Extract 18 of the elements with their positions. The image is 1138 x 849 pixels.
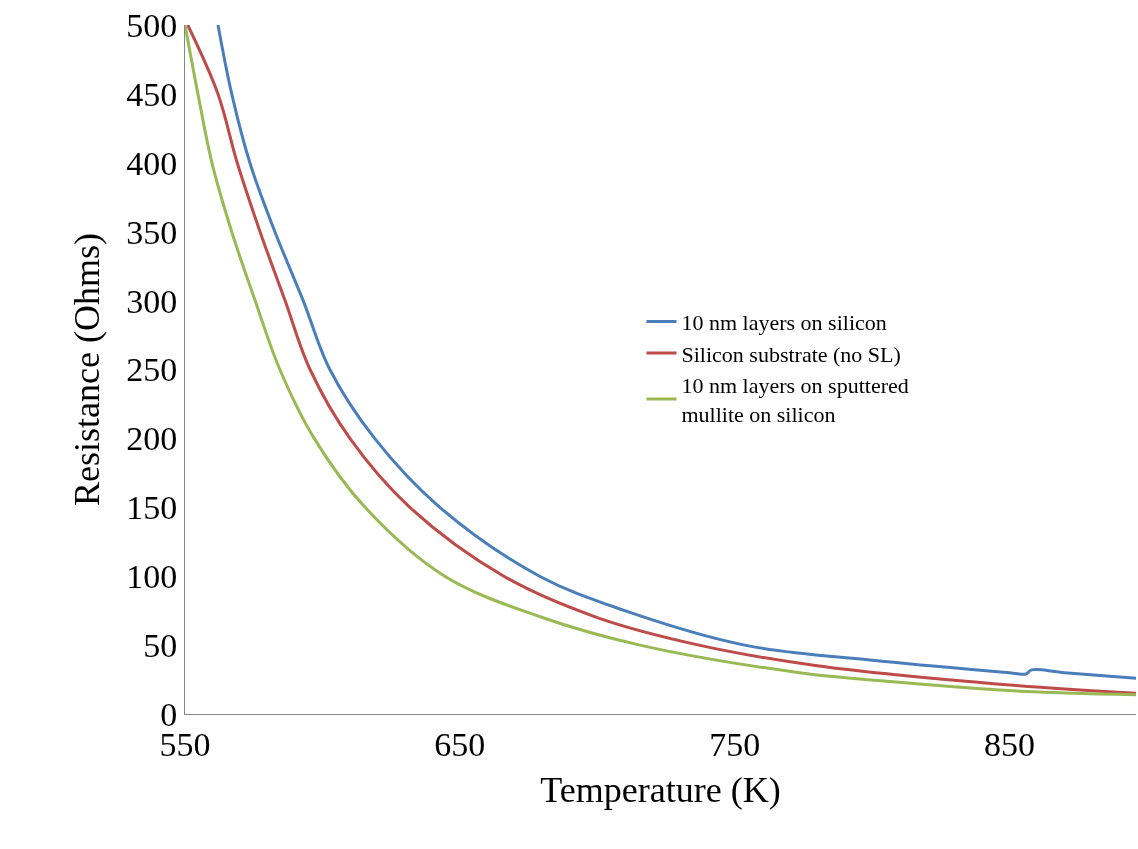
legend-label: 10 nm layers on sputtered mullite on silicon: [681, 373, 909, 427]
y-tick-label: 500: [126, 6, 178, 44]
y-tick-label: 150: [126, 489, 178, 527]
y-tick-label: 350: [126, 213, 178, 251]
y-tick-label: 200: [126, 420, 178, 458]
x-tick-label: 650: [434, 725, 486, 763]
y-tick-label: 50: [143, 627, 178, 664]
y-tick-label: 300: [126, 282, 178, 320]
y-tick-label: 450: [126, 75, 178, 113]
y-tick-label: 100: [126, 558, 178, 596]
y-tick-label: 400: [126, 144, 178, 182]
legend-label: 10 nm layers on silicon: [681, 309, 887, 335]
x-axis-title: Temperature (K): [540, 770, 781, 811]
legend-label: Silicon substrate (no SL): [681, 341, 901, 367]
y-tick-label: 250: [126, 351, 178, 389]
y-axis-title: Resistance (Ohms): [67, 233, 108, 506]
x-tick-label: 750: [709, 725, 761, 763]
x-tick-label: 850: [984, 725, 1036, 763]
